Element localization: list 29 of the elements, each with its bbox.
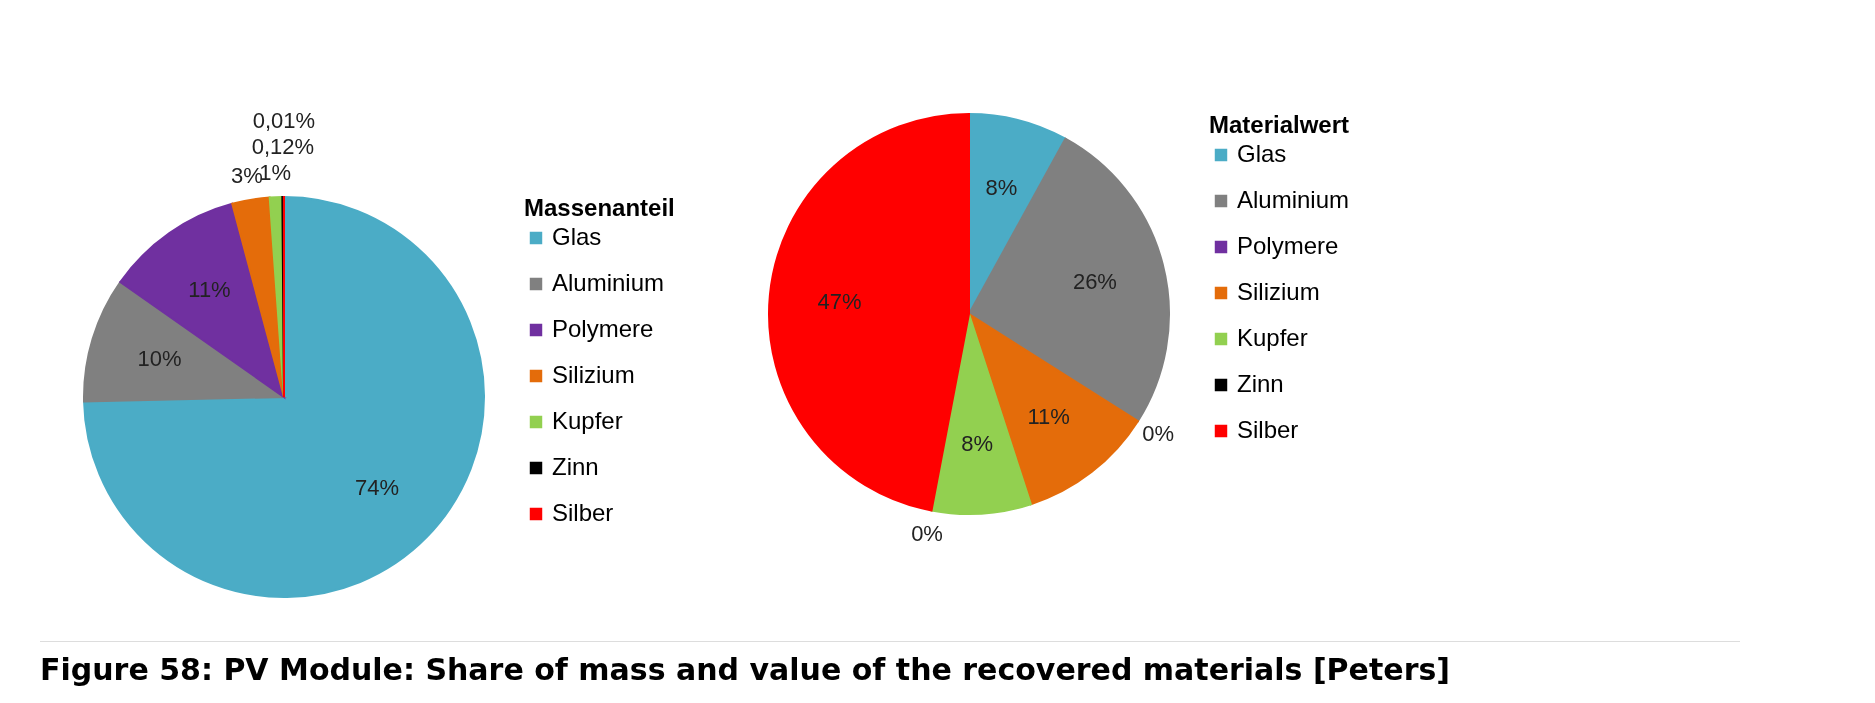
legend-label: Aluminium — [552, 269, 665, 296]
legend-label: Silber — [1237, 416, 1299, 443]
legend-title: Massenanteil — [524, 194, 675, 221]
legend-label: Silizium — [552, 361, 635, 388]
data-label: 0,12% — [251, 134, 315, 159]
data-label: 26% — [1072, 268, 1117, 294]
text: 0% — [911, 521, 943, 547]
caption: Figure 58: PV Module: Share of mass and value of the recovered materials [Peters] — [40, 641, 1740, 687]
legend-label: Kupfer — [1237, 324, 1308, 351]
legend-label: Polymere — [552, 315, 654, 342]
legend-title: Materialwert — [1209, 111, 1350, 138]
data-label: 47% — [817, 288, 862, 314]
data-label: 0,01% — [252, 108, 316, 133]
legend-label: Glas — [1237, 140, 1287, 167]
text: 0% — [1142, 421, 1175, 447]
data-label: 11% — [1027, 403, 1070, 429]
data-label: 74% — [354, 474, 399, 500]
legend-label: Kupfer — [552, 407, 623, 434]
legend-label: Silizium — [1237, 278, 1320, 305]
data-label: 11% — [188, 277, 231, 303]
legend-label: Glas — [552, 223, 602, 250]
data-label: 8% — [985, 175, 1018, 201]
data-label: 10% — [137, 346, 182, 372]
legend-label: Aluminium — [1237, 186, 1350, 213]
data-label: 8% — [961, 430, 994, 456]
legend-label: Silber — [552, 499, 614, 526]
legend-label: Polymere — [1237, 232, 1339, 259]
legend-label: Zinn — [1237, 370, 1284, 397]
legend-label: Zinn — [552, 453, 599, 480]
